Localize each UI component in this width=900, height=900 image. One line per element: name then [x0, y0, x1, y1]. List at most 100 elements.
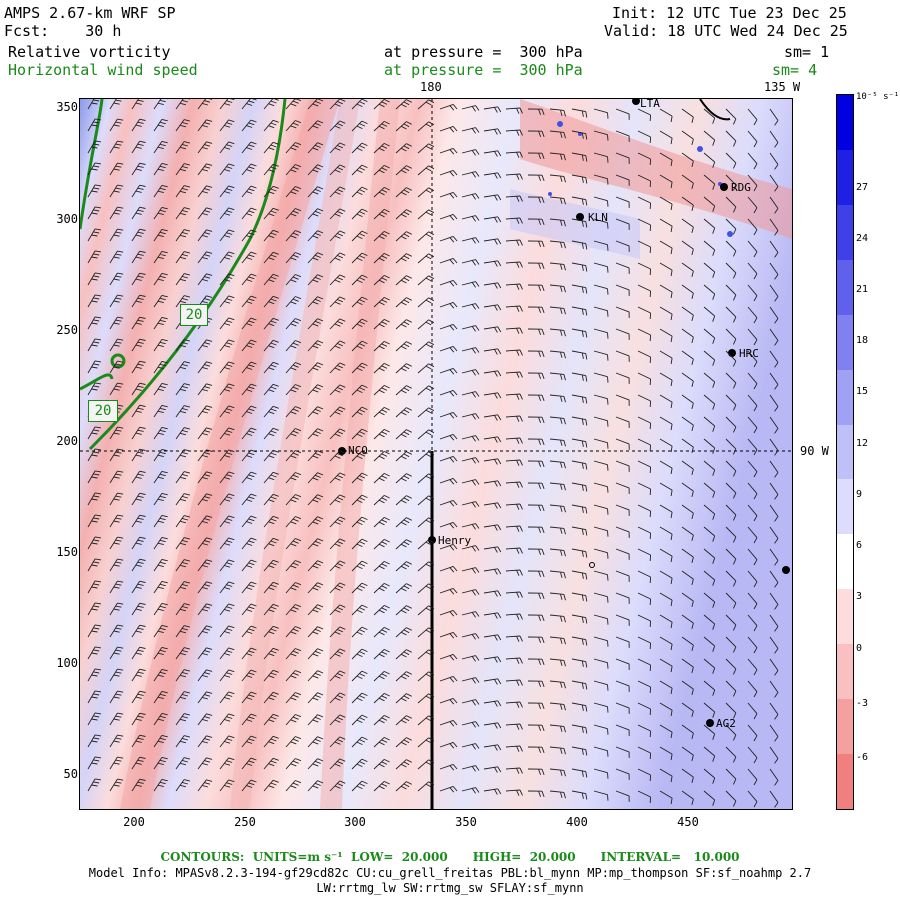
wind-barb: [439, 169, 458, 177]
wind-barb: [725, 262, 737, 279]
wind-barb: [483, 502, 502, 509]
wind-barb: [175, 427, 191, 440]
wind-barb: [373, 516, 390, 528]
wind-barb: [153, 580, 168, 594]
wind-barb: [175, 669, 191, 682]
wind-barb: [285, 406, 302, 418]
wind-barb: [505, 393, 523, 400]
wind-barb: [241, 559, 257, 572]
wind-barb: [263, 317, 279, 330]
wind-barb: [351, 758, 368, 770]
wind-barb: [87, 624, 102, 638]
wind-barb: [87, 712, 102, 726]
wind-barb: [373, 582, 390, 594]
wind-barb: [593, 130, 609, 141]
wind-barb: [373, 428, 390, 440]
wind-barb: [527, 746, 545, 753]
wind-barb: [175, 471, 191, 484]
wind-barb: [87, 316, 102, 330]
wind-barb: [659, 130, 673, 145]
wind-barb: [263, 669, 279, 682]
wind-barb: [659, 416, 673, 431]
wind-barb: [417, 473, 435, 484]
wind-barb: [417, 693, 435, 704]
wind-barb: [659, 548, 673, 563]
wind-barb: [87, 668, 102, 682]
wind-barb: [725, 152, 737, 169]
wind-barb: [263, 537, 279, 550]
wind-barb: [175, 361, 191, 374]
wind-barb: [593, 460, 609, 471]
wind-barb: [241, 317, 257, 330]
wind-barb: [659, 658, 673, 673]
wind-barb: [241, 361, 257, 374]
wind-barb: [131, 250, 146, 264]
wind-barb: [131, 140, 146, 154]
wind-barb: [329, 99, 346, 110]
wind-barb: [351, 208, 368, 220]
wind-barb: [131, 294, 146, 308]
wind-barb: [241, 229, 257, 242]
wind-barb: [395, 781, 412, 792]
wind-barb: [417, 671, 435, 682]
wind-barb: [659, 460, 673, 475]
wind-barb: [131, 118, 146, 132]
wind-barb: [439, 719, 458, 727]
wind-barb: [505, 745, 523, 752]
wind-barb: [549, 306, 566, 315]
wind-barb: [703, 570, 716, 586]
wind-barb: [769, 306, 779, 324]
wind-barb: [285, 99, 302, 110]
wind-barb: [637, 592, 652, 606]
wind-barb: [417, 99, 435, 110]
wind-barb: [373, 296, 390, 308]
wind-barb: [153, 756, 168, 770]
wind-barb: [153, 404, 168, 418]
field1-name: Relative vorticity: [8, 43, 171, 61]
wind-barb: [593, 570, 609, 581]
wind-barb: [263, 295, 279, 308]
wind-barb: [285, 274, 302, 286]
wind-barb: [483, 172, 502, 179]
wind-barb: [241, 713, 257, 726]
wind-barb: [175, 119, 191, 132]
wind-barb: [461, 633, 480, 640]
wind-barb: [307, 340, 324, 352]
wind-barb: [175, 207, 191, 220]
wind-barb: [109, 272, 124, 286]
wind-barb: [197, 295, 213, 308]
wind-barb: [109, 646, 124, 660]
wind-barb: [549, 372, 566, 381]
wind-barb: [263, 493, 279, 506]
wind-barb: [395, 187, 412, 198]
wind-barb: [659, 152, 673, 167]
wind-barb: [461, 655, 480, 662]
wind-barb: [703, 548, 716, 564]
wind-barb: [241, 691, 257, 704]
wind-barb: [703, 636, 716, 652]
wind-barb: [351, 494, 368, 506]
wind-barb: [593, 218, 609, 229]
wind-barb: [131, 558, 146, 572]
wind-barb: [351, 384, 368, 396]
wind-barb: [373, 670, 390, 682]
wind-barb: [747, 394, 758, 412]
wind-barb: [593, 240, 609, 251]
wind-barb: [571, 306, 588, 316]
wind-barb: [373, 692, 390, 704]
wind-barb: [175, 581, 191, 594]
wind-barb: [263, 581, 279, 594]
wind-barb: [549, 416, 566, 425]
wind-barb: [549, 636, 566, 645]
wind-barb: [351, 648, 368, 660]
wind-barb: [241, 185, 257, 198]
wind-barb: [681, 394, 694, 410]
wind-barb: [395, 473, 412, 484]
wind-barb: [681, 482, 694, 498]
wind-barb: [549, 526, 566, 535]
wind-barb: [615, 108, 630, 120]
wind-barb: [747, 504, 758, 522]
wind-barb: [549, 394, 566, 403]
wind-barb: [615, 702, 630, 714]
wind-barb: [153, 140, 168, 154]
